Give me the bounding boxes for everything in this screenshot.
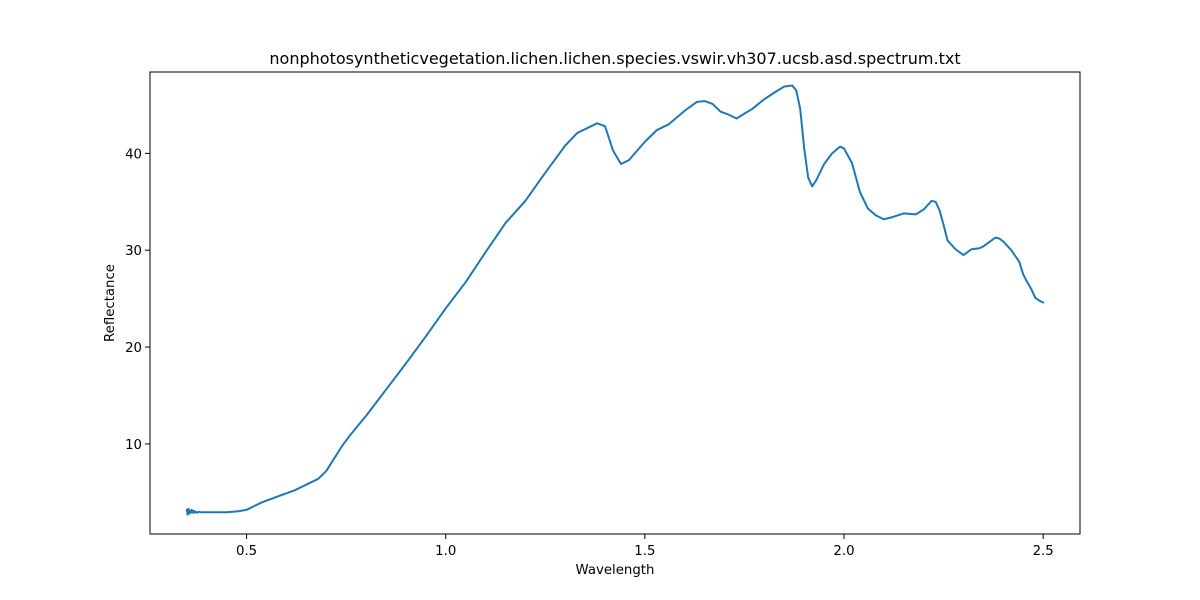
y-tick-label: 20 xyxy=(125,341,142,356)
series-line-reflectance xyxy=(185,84,1045,516)
x-axis-ticks: 0.5 1.0 1.5 2.0 2.5 xyxy=(236,534,1054,559)
x-tick-label: 2.0 xyxy=(833,544,854,559)
x-tick-label: 1.5 xyxy=(634,544,655,559)
y-tick-label: 30 xyxy=(125,244,142,259)
chart-title: nonphotosyntheticvegetation.lichen.liche… xyxy=(269,49,960,68)
y-tick-label: 40 xyxy=(125,147,142,162)
y-axis-ticks: 10 20 30 40 xyxy=(125,147,150,453)
y-tick-label: 10 xyxy=(125,438,142,453)
x-tick-label: 0.5 xyxy=(236,544,257,559)
y-axis-label: Reflectance xyxy=(103,264,118,342)
plot-area-frame xyxy=(149,71,1081,535)
x-tick-label: 2.5 xyxy=(1033,544,1054,559)
x-tick-label: 1.0 xyxy=(435,544,456,559)
x-axis-label: Wavelength xyxy=(576,563,655,578)
